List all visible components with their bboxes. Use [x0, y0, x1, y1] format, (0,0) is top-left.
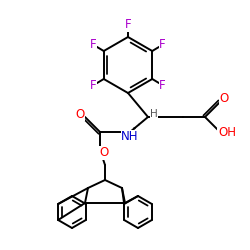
Text: H: H	[150, 109, 158, 119]
Text: OH: OH	[218, 126, 236, 138]
Text: O: O	[76, 108, 84, 120]
Text: O: O	[220, 92, 228, 106]
Text: F: F	[90, 38, 97, 51]
Text: F: F	[159, 38, 166, 51]
Text: F: F	[90, 79, 97, 92]
Text: F: F	[159, 79, 166, 92]
Text: NH: NH	[121, 130, 139, 143]
Text: F: F	[125, 18, 131, 32]
Text: O: O	[100, 146, 108, 160]
